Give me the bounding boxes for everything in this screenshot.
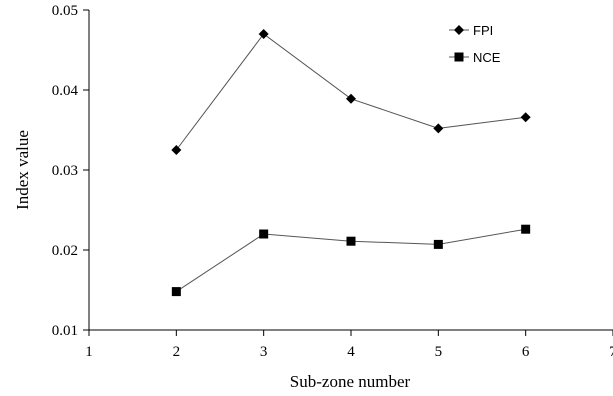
y-axis-label: Index value	[13, 130, 32, 210]
legend-item-nce: NCE	[449, 50, 501, 65]
chart-series	[171, 29, 531, 297]
y-tick-label: 0.01	[52, 323, 78, 339]
fpi-point	[258, 29, 269, 39]
nce-point	[521, 224, 531, 234]
nce-point	[259, 229, 269, 239]
x-tick-label: 1	[85, 344, 93, 360]
legend-label-nce: NCE	[473, 50, 501, 65]
fpi-point	[433, 123, 444, 134]
y-tick-label: 0.04	[52, 83, 79, 99]
legend-marker-nce	[454, 52, 464, 62]
series-nce	[171, 224, 531, 297]
x-tick-label: 2	[173, 344, 181, 360]
nce-point	[346, 236, 356, 246]
y-tick-label: 0.03	[52, 163, 78, 179]
chart-axes	[88, 10, 613, 331]
fpi-point	[346, 93, 356, 104]
nce-point	[171, 287, 181, 297]
nce-point	[433, 239, 443, 249]
fpi-point	[171, 145, 182, 155]
legend-item-fpi: FPI	[449, 23, 493, 38]
legend-marker-fpi	[454, 25, 464, 35]
x-tick-label: 6	[522, 344, 530, 360]
chart-ticks: 0.01 0.02 0.03 0.04 0.05 1 2 3 4 5 6 7	[52, 3, 613, 360]
x-tick-label: 3	[260, 344, 268, 360]
y-tick-label: 0.02	[52, 243, 78, 259]
x-tick-label: 4	[347, 344, 355, 360]
x-tick-label: 7	[609, 344, 613, 360]
fpi-point	[520, 112, 531, 123]
legend-label-fpi: FPI	[473, 23, 493, 38]
x-tick-label: 5	[435, 344, 443, 360]
x-axis-label: Sub-zone number	[290, 372, 411, 391]
y-tick-label: 0.05	[52, 3, 78, 19]
chart-legend: FPI NCE	[449, 23, 501, 65]
series-fpi	[171, 29, 531, 155]
